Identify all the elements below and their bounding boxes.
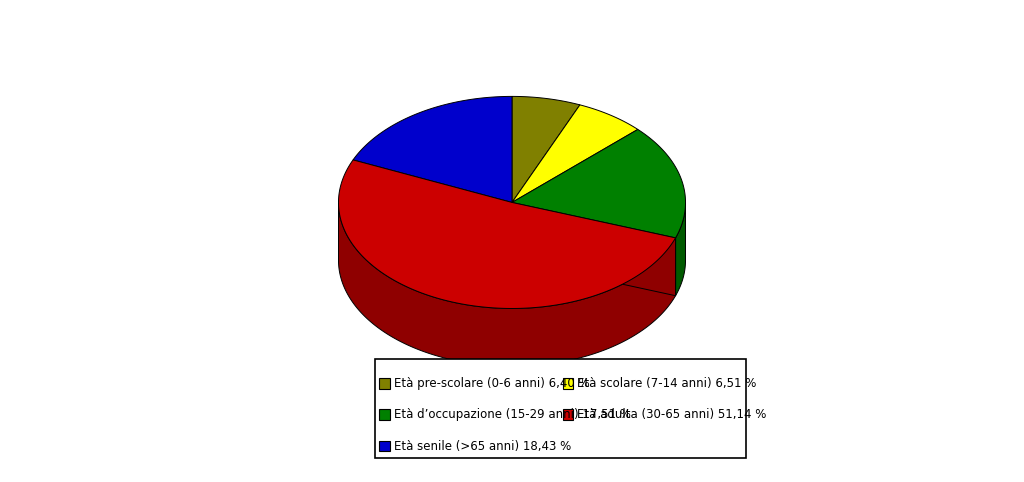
Polygon shape [339,203,676,366]
Polygon shape [512,96,580,202]
Bar [562,410,573,420]
Bar [380,410,390,420]
Text: Età pre-scolare (0-6 anni) 6,40 %: Età pre-scolare (0-6 anni) 6,40 % [394,377,590,390]
Polygon shape [512,130,685,238]
Polygon shape [676,203,685,296]
Polygon shape [512,105,638,202]
Text: Età d’occupazione (15-29 anni) 17,51 %: Età d’occupazione (15-29 anni) 17,51 % [394,408,631,421]
Bar [380,441,390,451]
Polygon shape [353,96,512,202]
Text: Età senile (>65 anni) 18,43 %: Età senile (>65 anni) 18,43 % [394,440,571,453]
Text: Età adulta (30-65 anni) 51,14 %: Età adulta (30-65 anni) 51,14 % [578,408,766,421]
FancyBboxPatch shape [375,359,745,458]
Polygon shape [512,202,676,296]
Text: Età scolare (7-14 anni) 6,51 %: Età scolare (7-14 anni) 6,51 % [578,377,757,390]
Bar [562,378,573,388]
Polygon shape [512,202,676,296]
Bar [380,378,390,388]
Polygon shape [339,160,676,308]
